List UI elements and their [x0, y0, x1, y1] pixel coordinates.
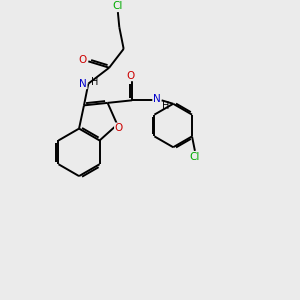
- Text: O: O: [78, 55, 87, 65]
- Text: N: N: [153, 94, 160, 104]
- Text: Cl: Cl: [113, 1, 123, 11]
- Text: O: O: [127, 71, 135, 81]
- Text: H: H: [162, 100, 169, 110]
- Text: O: O: [115, 123, 123, 133]
- Text: N: N: [79, 79, 87, 88]
- Text: H: H: [91, 77, 98, 87]
- Text: Cl: Cl: [190, 152, 200, 162]
